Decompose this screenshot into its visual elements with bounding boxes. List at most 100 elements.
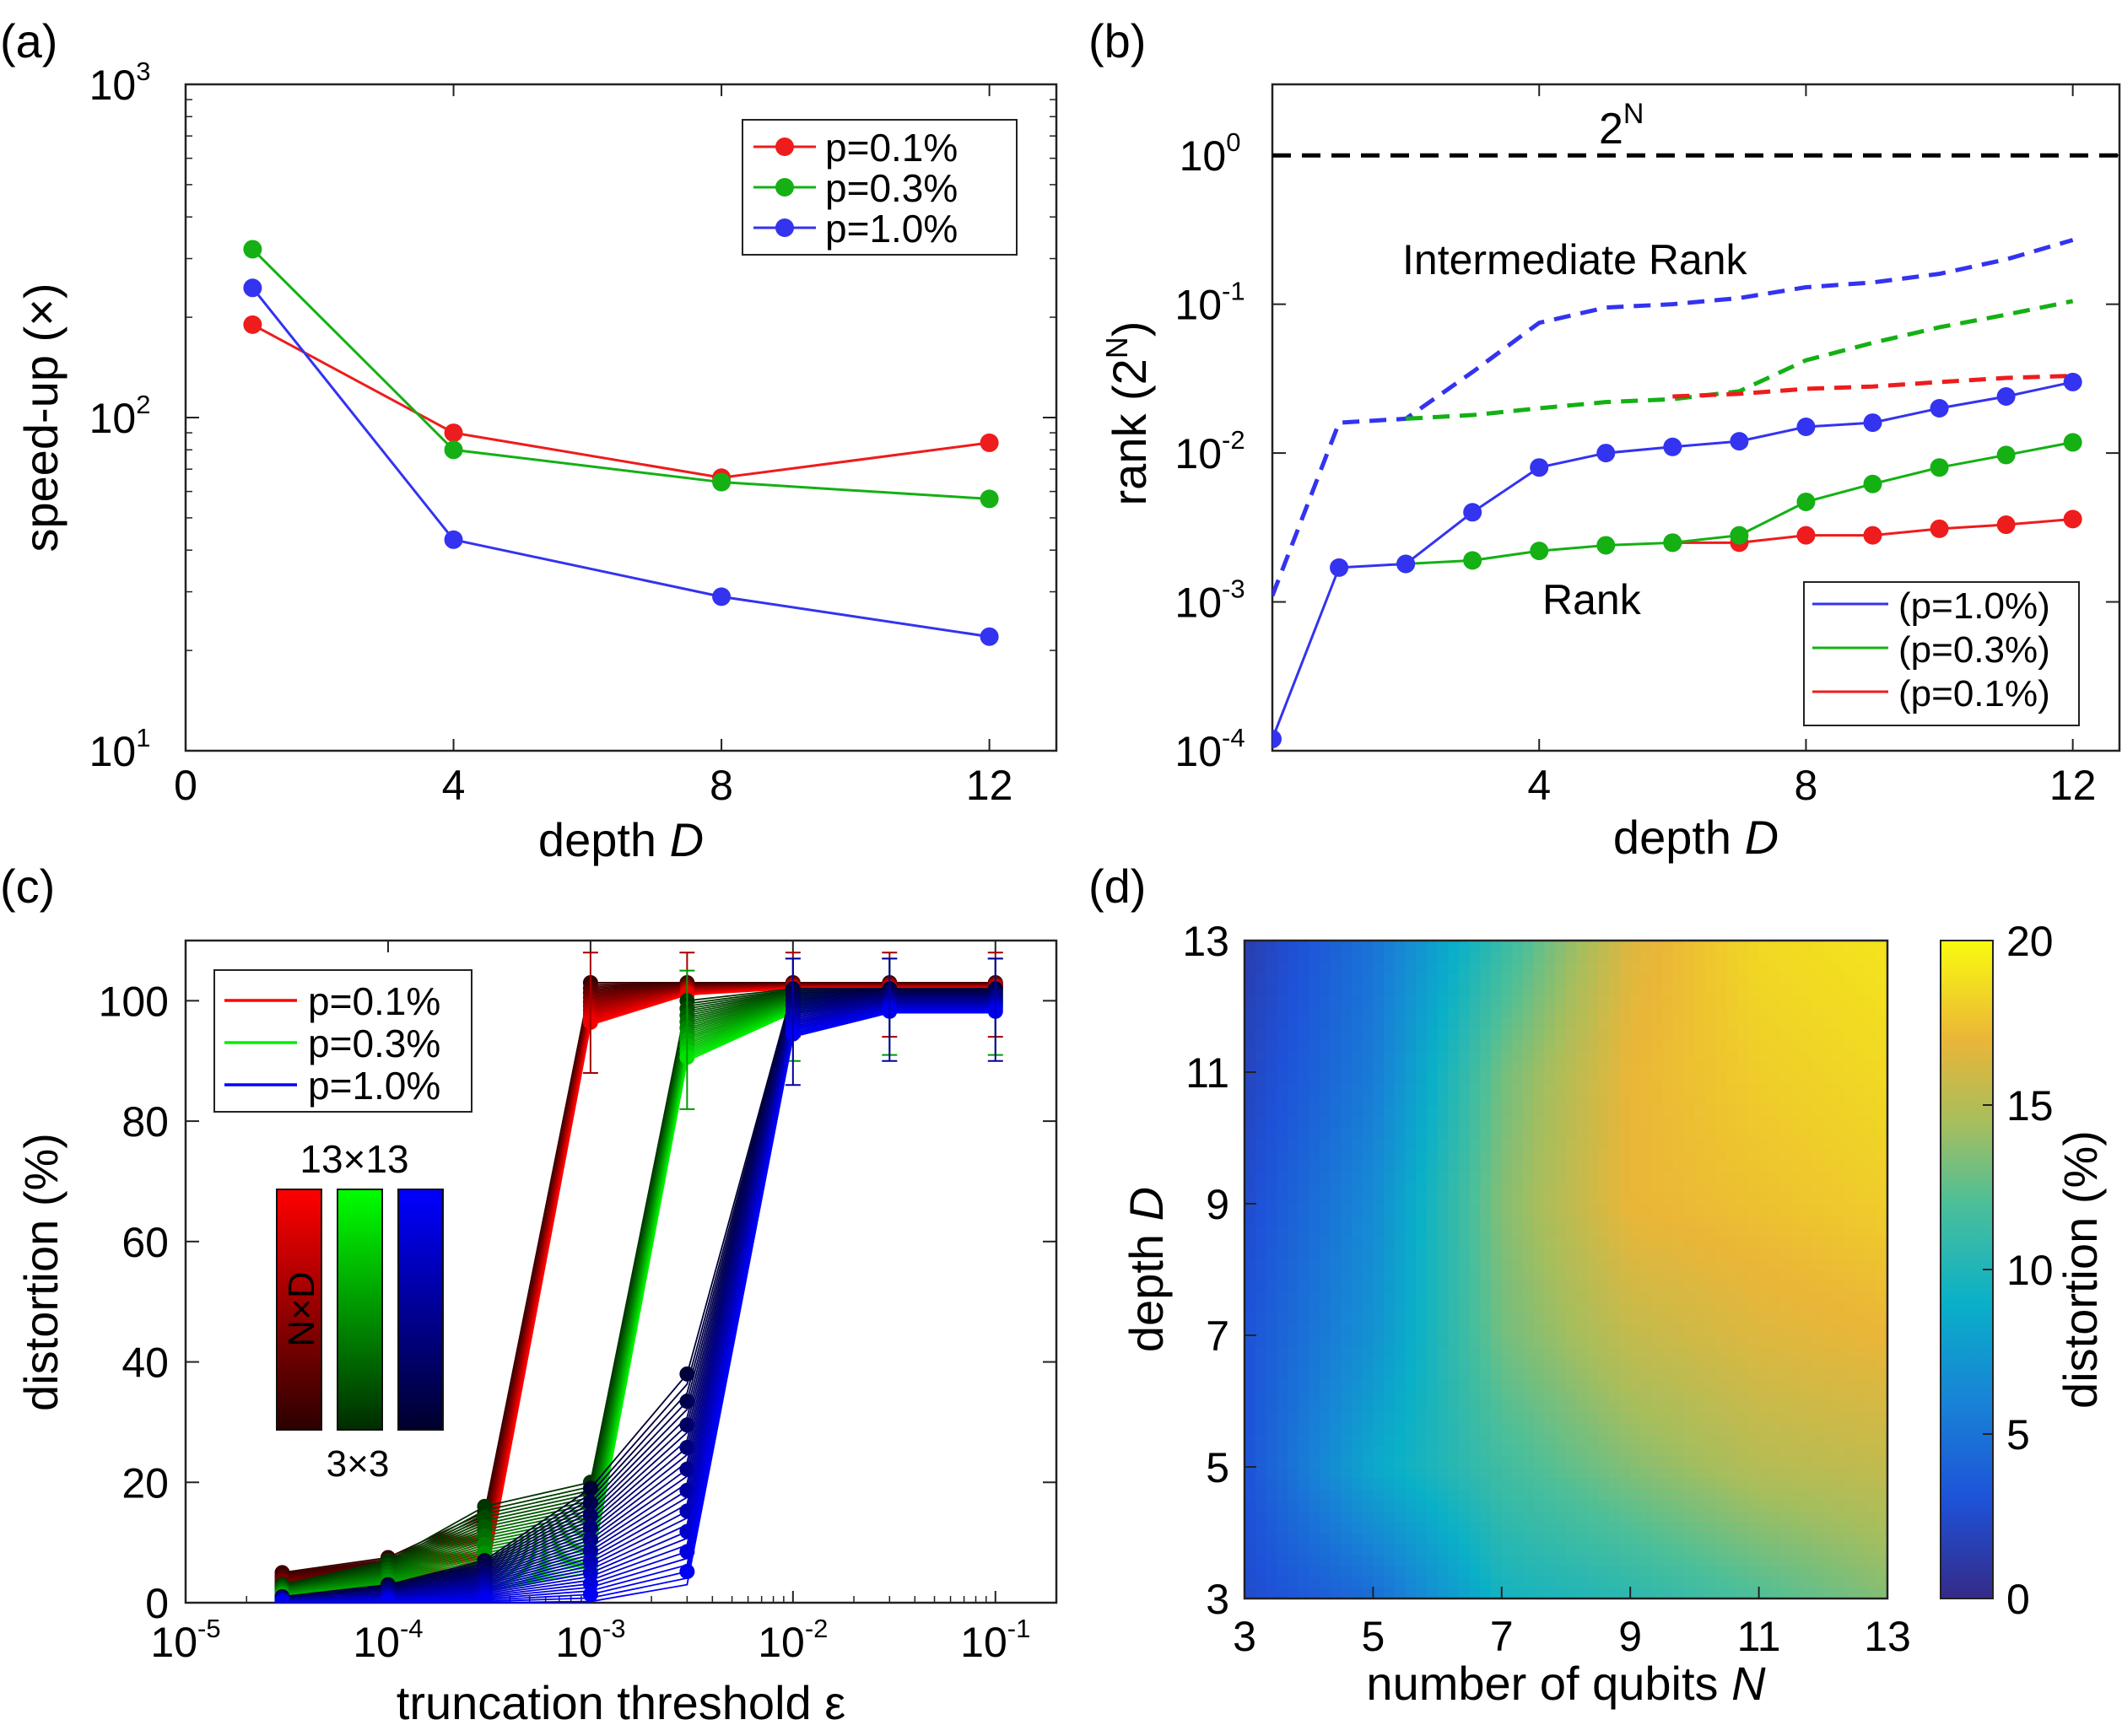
heatmap-cell [1630, 1324, 1642, 1336]
heatmap-cell [1544, 1412, 1556, 1424]
heatmap-cell [1855, 1270, 1867, 1281]
heatmap-cell [1245, 1302, 1256, 1314]
heatmap-cell [1769, 1467, 1781, 1479]
heatmap-cell [1255, 1280, 1266, 1292]
heatmap-cell [1769, 1533, 1781, 1545]
heatmap-cell [1694, 973, 1706, 985]
heatmap-cell [1287, 1270, 1299, 1281]
heatmap-cell [1309, 1270, 1320, 1281]
heatmap-cell [1866, 952, 1877, 963]
heatmap-cell [1352, 1259, 1363, 1270]
heatmap-cell [1812, 1039, 1824, 1051]
heatmap-cell [1341, 1149, 1353, 1161]
heatmap-cell [1833, 1061, 1845, 1073]
heatmap-cell [1726, 1149, 1738, 1161]
heatmap-cell [1651, 1522, 1663, 1534]
heatmap-cell [1533, 1105, 1546, 1117]
heatmap-cell [1758, 1489, 1770, 1501]
heatmap-cell [1705, 1467, 1717, 1479]
heatmap-cell [1491, 1061, 1503, 1073]
heatmap-cell [1705, 1280, 1717, 1292]
heatmap-cell [1801, 1456, 1813, 1468]
heatmap-cell [1705, 1061, 1717, 1073]
heatmap-cell [1373, 1237, 1385, 1248]
heatmap-cell [1426, 1500, 1439, 1512]
heatmap-cell [1480, 1412, 1492, 1424]
heatmap-cell [1309, 973, 1320, 985]
heatmap-cell [1876, 962, 1887, 974]
heatmap-cell [1747, 1017, 1760, 1029]
heatmap-cell [1673, 1160, 1685, 1172]
heatmap-cell [1608, 1390, 1621, 1402]
heatmap-cell [1341, 1335, 1353, 1347]
heatmap-cell [1501, 1215, 1514, 1227]
heatmap-cell [1384, 1467, 1396, 1479]
heatmap-cell [1801, 962, 1813, 974]
heatmap-cell [1598, 1555, 1610, 1566]
heatmap-cell [1298, 1094, 1309, 1106]
heatmap-cell [1384, 1237, 1396, 1248]
heatmap-cell [1651, 1259, 1663, 1270]
heatmap-cell [1384, 1577, 1396, 1588]
heatmap-cell [1330, 1028, 1342, 1040]
heatmap-cell [1833, 1138, 1845, 1150]
heatmap-cell [1822, 1335, 1835, 1347]
heatmap-cell [1384, 1511, 1396, 1523]
heatmap-cell [1822, 1028, 1835, 1040]
heatmap-cell [1598, 1324, 1610, 1336]
heatmap-cell [1373, 1248, 1385, 1259]
heatmap-cell [1448, 1533, 1460, 1545]
heatmap-cell [1309, 1577, 1320, 1588]
heatmap-cell [1533, 1401, 1546, 1413]
heatmap-cell [1576, 1127, 1588, 1139]
heatmap-cell [1277, 1368, 1288, 1380]
heatmap-cell [1287, 984, 1299, 996]
heatmap-cell [1619, 1280, 1631, 1292]
heatmap-cell [1576, 1324, 1588, 1336]
heatmap-cell [1855, 1566, 1867, 1577]
heatmap-cell [1491, 1006, 1503, 1018]
heatmap-cell [1812, 1412, 1824, 1424]
heatmap-cell [1747, 1401, 1760, 1413]
heatmap-cell [1330, 1357, 1342, 1369]
heatmap-cell [1822, 941, 1835, 952]
heatmap-cell [1598, 1017, 1610, 1029]
heatmap-cell [1747, 1149, 1760, 1161]
heatmap-cell [1844, 1555, 1856, 1566]
data-point [1796, 526, 1816, 545]
heatmap-cell [1287, 1237, 1299, 1248]
heatmap-cell [1801, 1204, 1813, 1216]
heatmap-cell [1245, 1522, 1256, 1534]
heatmap-cell [1651, 1379, 1663, 1391]
heatmap-cell [1469, 1335, 1481, 1347]
heatmap-cell [1523, 1467, 1535, 1479]
heatmap-cell [1512, 1522, 1524, 1534]
heatmap-cell [1416, 1028, 1428, 1040]
heatmap-cell [1566, 1555, 1578, 1566]
heatmap-cell [1876, 1094, 1887, 1106]
heatmap-cell [1844, 1445, 1856, 1457]
heatmap-cell [1491, 1423, 1503, 1435]
heatmap-cell [1866, 1116, 1877, 1128]
heatmap-cell [1426, 995, 1439, 1007]
heatmap-cell [1812, 1291, 1824, 1303]
heatmap-cell [1866, 941, 1877, 952]
heatmap-cell [1780, 1357, 1792, 1369]
heatmap-cell [1705, 1248, 1717, 1259]
heatmap-cell [1694, 1291, 1706, 1303]
heatmap-cell [1726, 1412, 1738, 1424]
x-tick-label: 11 [1737, 1613, 1781, 1660]
data-point [712, 587, 732, 607]
heatmap-cell [1608, 1006, 1621, 1018]
heatmap-cell [1758, 1116, 1770, 1128]
heatmap-cell [1737, 1105, 1749, 1117]
heatmap-cell [1373, 962, 1385, 974]
threshold-curve [282, 994, 996, 1599]
heatmap-cell [1822, 1193, 1835, 1205]
heatmap-cell [1255, 984, 1266, 996]
heatmap-cell [1426, 1357, 1439, 1369]
heatmap-cell [1866, 1226, 1877, 1237]
heatmap-cell [1459, 1248, 1471, 1259]
heatmap-cell [1683, 1291, 1695, 1303]
heatmap-cell [1341, 1533, 1353, 1545]
